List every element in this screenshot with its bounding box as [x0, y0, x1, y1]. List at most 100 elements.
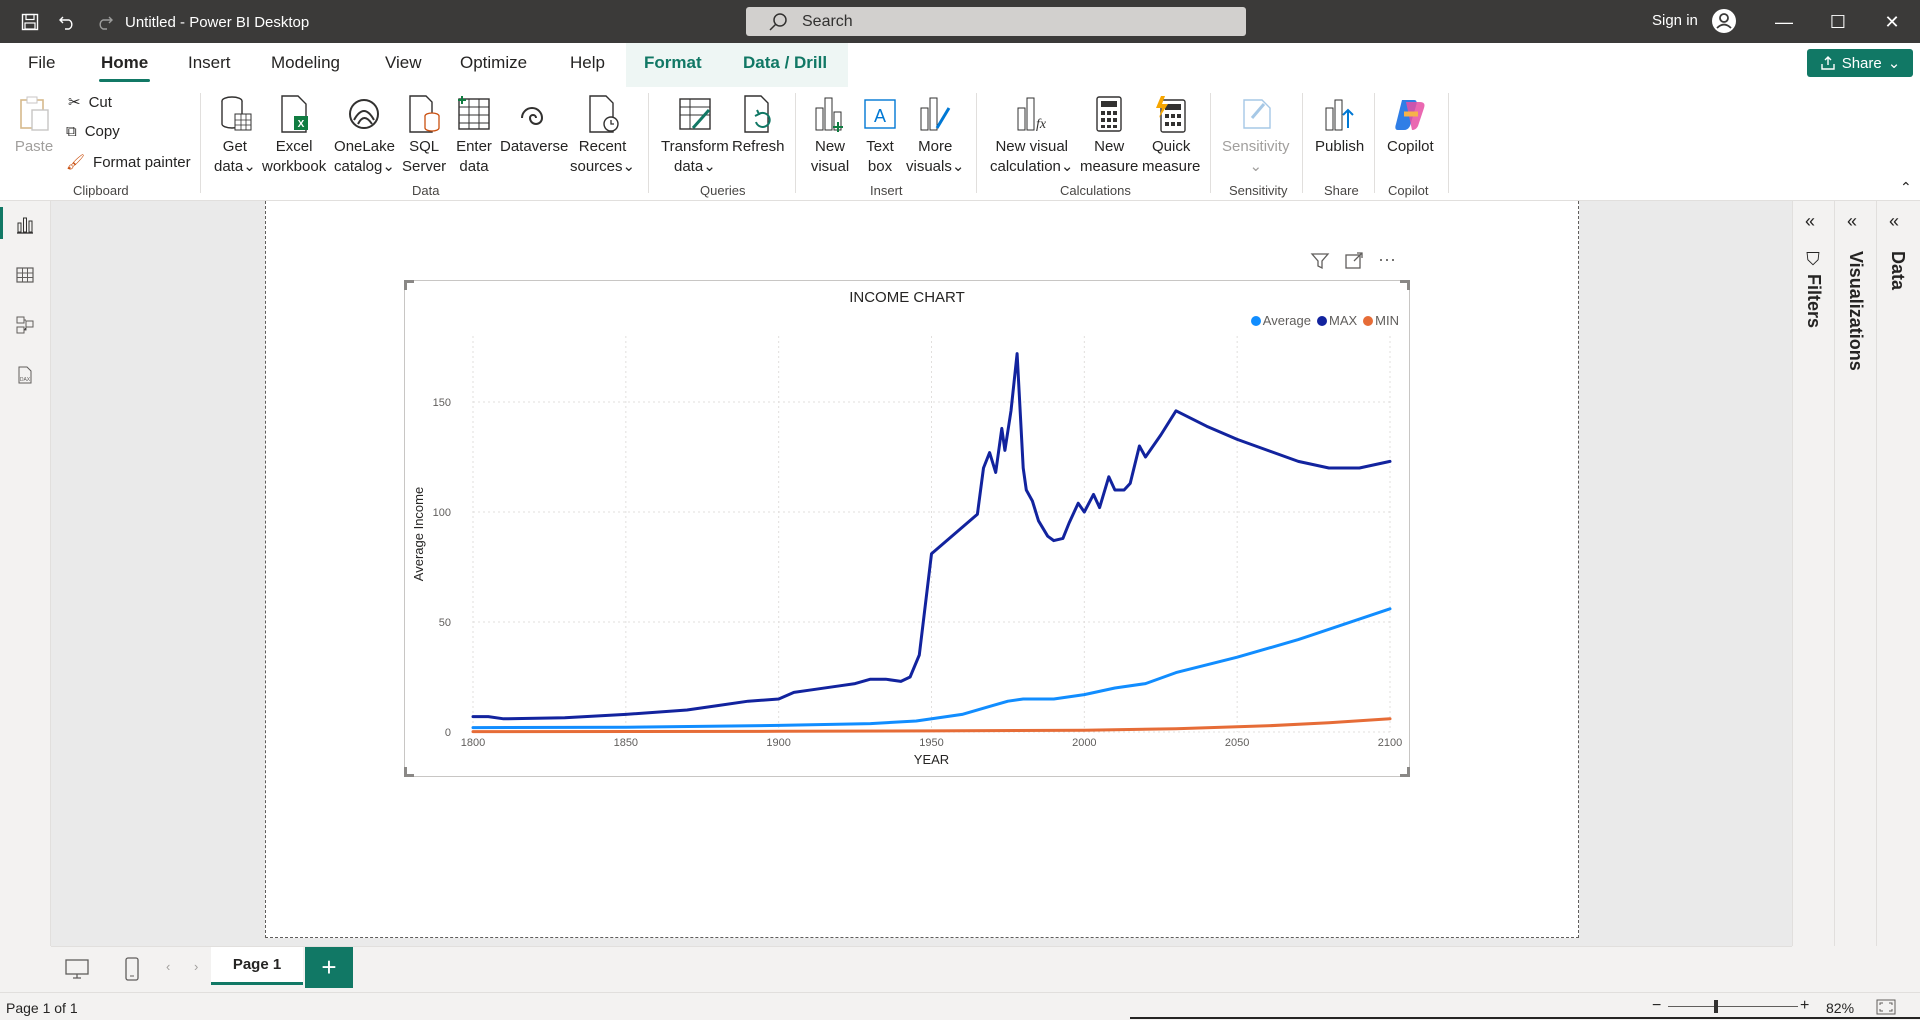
- enter-data-button[interactable]: Enter data: [454, 93, 494, 177]
- recent-sources-icon: [583, 93, 623, 135]
- quick-measure-label-2: measure: [1142, 158, 1201, 175]
- group-separator: [1210, 93, 1211, 193]
- fit-to-page-icon[interactable]: [1876, 999, 1896, 1018]
- tab-format[interactable]: Format: [644, 53, 702, 72]
- filters-pane[interactable]: « ⛉ Filters: [1792, 201, 1834, 946]
- publish-icon: [1320, 93, 1360, 135]
- more-visuals-button[interactable]: More visuals⌄: [906, 93, 964, 177]
- onelake-catalog-button[interactable]: OneLake catalog⌄: [334, 93, 395, 177]
- tab-view[interactable]: View: [385, 53, 422, 72]
- maximize-icon[interactable]: ☐: [1829, 12, 1847, 32]
- table-view-icon[interactable]: [13, 263, 37, 287]
- minimize-icon[interactable]: —: [1775, 12, 1793, 32]
- database-icon: [215, 93, 255, 135]
- expand-chevron-icon[interactable]: «: [1889, 211, 1900, 231]
- enter-data-label-2: data: [459, 158, 489, 175]
- cut-button[interactable]: ✂ Cut: [68, 93, 112, 112]
- active-view-indicator: [0, 207, 3, 239]
- refresh-label: Refresh: [732, 138, 785, 155]
- sensitivity-button[interactable]: Sensitivity ⌄: [1222, 93, 1290, 177]
- share-label: Share: [1841, 54, 1882, 72]
- tab-insert[interactable]: Insert: [188, 53, 231, 72]
- transform-label-2: data⌄: [674, 158, 716, 175]
- redo-icon[interactable]: [93, 10, 117, 34]
- tab-data-drill[interactable]: Data / Drill: [743, 53, 828, 72]
- tab-file[interactable]: File: [28, 53, 56, 72]
- desktop-layout-icon[interactable]: [65, 959, 89, 982]
- dataverse-button[interactable]: Dataverse: [500, 93, 568, 157]
- sql-label-1: SQL: [409, 138, 440, 155]
- quick-measure-button[interactable]: Quick measure: [1142, 93, 1200, 177]
- mobile-layout-icon[interactable]: [125, 957, 139, 984]
- zoom-slider-thumb[interactable]: [1714, 1000, 1718, 1013]
- next-page-icon[interactable]: ›: [194, 959, 199, 974]
- model-view-icon[interactable]: [13, 313, 37, 337]
- page-count: Page 1 of 1: [6, 1000, 78, 1016]
- line-chart-visual[interactable]: INCOME CHART Average MAX MIN 0 50 100 150 18…: [404, 280, 1410, 777]
- get-data-button[interactable]: Get data⌄: [214, 93, 256, 177]
- legend-item-min[interactable]: MIN: [1363, 313, 1399, 328]
- y-tick-label: 150: [433, 397, 451, 409]
- collapse-ribbon-icon[interactable]: ⌃: [1900, 179, 1912, 195]
- focus-mode-icon[interactable]: [1344, 252, 1364, 273]
- search-box[interactable]: Search: [746, 7, 1246, 36]
- visual-header: ···: [1310, 249, 1396, 273]
- copilot-button[interactable]: Copilot: [1387, 93, 1434, 157]
- ribbon: Paste ✂ Cut ⧉ Copy 🖌 Format painter Clip…: [0, 87, 1920, 201]
- add-page-button[interactable]: +: [305, 947, 353, 988]
- excel-workbook-button[interactable]: X Excel workbook: [262, 93, 326, 177]
- resize-handle[interactable]: [404, 280, 414, 290]
- svg-text:fx: fx: [1036, 117, 1047, 132]
- new-visual-calculation-button[interactable]: fx New visual calculation⌄: [990, 93, 1073, 177]
- sign-in-link[interactable]: Sign in: [1652, 12, 1698, 29]
- legend-item-max[interactable]: MAX: [1316, 313, 1357, 328]
- x-tick-label: 1850: [614, 737, 638, 749]
- series-line-average: [471, 607, 1392, 730]
- tab-home[interactable]: Home: [98, 53, 151, 82]
- expand-chevron-icon[interactable]: «: [1847, 211, 1858, 231]
- avatar-icon[interactable]: [1712, 9, 1736, 33]
- transform-data-button[interactable]: Transform data⌄: [661, 93, 729, 177]
- text-box-button[interactable]: A Text box: [860, 93, 900, 177]
- tab-optimize[interactable]: Optimize: [460, 53, 528, 72]
- filter-icon[interactable]: [1310, 252, 1330, 273]
- tab-modeling[interactable]: Modeling: [271, 53, 340, 72]
- page-tab-page-1[interactable]: Page 1: [211, 947, 303, 985]
- undo-icon[interactable]: [55, 10, 79, 34]
- zoom-slider[interactable]: [1668, 1000, 1798, 1013]
- transform-data-icon: [675, 93, 715, 135]
- resize-handle[interactable]: [404, 767, 414, 777]
- expand-chevron-icon[interactable]: «: [1805, 211, 1816, 231]
- report-view-icon[interactable]: [13, 213, 37, 237]
- dax-query-view-icon[interactable]: DAX: [13, 363, 37, 387]
- group-label-queries: Queries: [700, 183, 746, 198]
- resize-handle[interactable]: [1400, 280, 1410, 290]
- new-visual-button[interactable]: New visual: [810, 93, 850, 177]
- refresh-button[interactable]: Refresh: [732, 93, 785, 157]
- dataverse-icon: [514, 93, 554, 135]
- zoom-out-icon[interactable]: −: [1652, 997, 1662, 1014]
- format-painter-button[interactable]: 🖌 Format painter: [66, 153, 191, 172]
- paste-button[interactable]: Paste: [14, 93, 54, 157]
- data-pane[interactable]: « Data: [1876, 201, 1920, 946]
- new-measure-label-1: New: [1094, 138, 1125, 155]
- recent-sources-button[interactable]: Recent sources⌄: [570, 93, 635, 177]
- publish-button[interactable]: Publish: [1315, 93, 1364, 157]
- x-tick-label: 1900: [766, 737, 790, 749]
- legend-item-average[interactable]: Average: [1250, 313, 1311, 328]
- close-icon[interactable]: ✕: [1884, 12, 1900, 32]
- share-button[interactable]: Share ⌄: [1807, 49, 1913, 77]
- sql-server-button[interactable]: SQL Server: [402, 93, 446, 177]
- save-icon[interactable]: [18, 10, 42, 34]
- tab-help[interactable]: Help: [570, 53, 605, 72]
- legend-label: MIN: [1375, 313, 1399, 328]
- more-options-icon[interactable]: ···: [1378, 249, 1396, 269]
- visualizations-pane[interactable]: « Visualizations: [1834, 201, 1876, 946]
- copy-button[interactable]: ⧉ Copy: [66, 123, 120, 140]
- zoom-in-icon[interactable]: +: [1800, 997, 1810, 1014]
- x-tick-label: 1950: [919, 737, 943, 749]
- previous-page-icon[interactable]: ‹: [166, 959, 171, 974]
- y-tick-label: 0: [445, 727, 451, 739]
- resize-handle[interactable]: [1400, 767, 1410, 777]
- new-measure-button[interactable]: New measure: [1080, 93, 1138, 177]
